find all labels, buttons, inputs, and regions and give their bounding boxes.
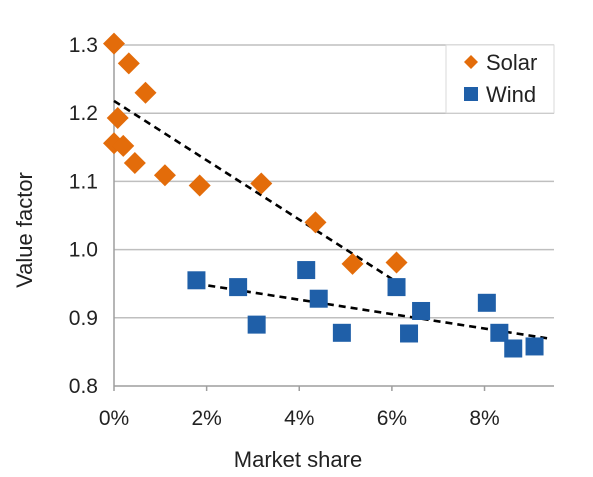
data-point-solar [304, 211, 327, 234]
data-point-wind [229, 278, 248, 297]
data-point-wind [412, 301, 431, 320]
legend-marker-wind [464, 87, 478, 101]
data-point-solar [153, 164, 176, 187]
y-tick-label: 1.2 [69, 102, 98, 125]
y-tick-label: 0.8 [69, 375, 98, 398]
x-tick-label: 4% [284, 407, 314, 430]
data-point-wind [525, 337, 544, 356]
data-point-wind [297, 261, 316, 280]
data-point-solar [106, 106, 129, 129]
data-point-solar [112, 134, 135, 157]
data-point-wind [490, 323, 509, 342]
data-point-solar [250, 172, 273, 195]
x-tick-label: 8% [469, 407, 499, 430]
data-point-wind [332, 323, 351, 342]
y-axis-title: Value factor [12, 172, 37, 288]
x-tick-label: 2% [191, 407, 221, 430]
axes [113, 41, 554, 391]
data-point-wind [387, 278, 406, 297]
y-tick-label: 1.0 [69, 239, 98, 262]
data-point-wind [247, 315, 266, 334]
data-point-solar [188, 174, 211, 197]
data-point-solar [117, 52, 140, 75]
data-point-solar [385, 251, 408, 274]
y-tick-label: 1.1 [69, 170, 98, 193]
data-point-wind [309, 289, 328, 308]
tick-labels: 0% 2% 4% 6% 8% 0.8 0.9 1.0 1.1 1.2 1.3 [69, 34, 500, 430]
data-point-wind [504, 339, 523, 358]
data-point-wind [187, 271, 206, 290]
legend-label-solar: Solar [486, 50, 537, 75]
x-axis-title: Market share [234, 447, 362, 472]
data-point-wind [477, 293, 496, 312]
data-point-solar [103, 32, 125, 55]
y-tick-label: 0.9 [69, 307, 98, 330]
trendline-solar [113, 99, 393, 281]
legend-box [445, 44, 555, 114]
y-tick-label: 1.3 [69, 34, 98, 57]
data-point-wind [400, 324, 419, 343]
x-tick-label: 6% [377, 407, 407, 430]
legend: Solar Wind [445, 44, 555, 114]
legend-label-wind: Wind [486, 82, 536, 107]
data-points [103, 32, 544, 358]
legend-marker-solar [464, 55, 478, 69]
x-tick-label: 0% [99, 407, 129, 430]
data-point-solar [123, 151, 146, 174]
data-point-solar [134, 81, 157, 104]
data-point-solar [341, 252, 364, 275]
